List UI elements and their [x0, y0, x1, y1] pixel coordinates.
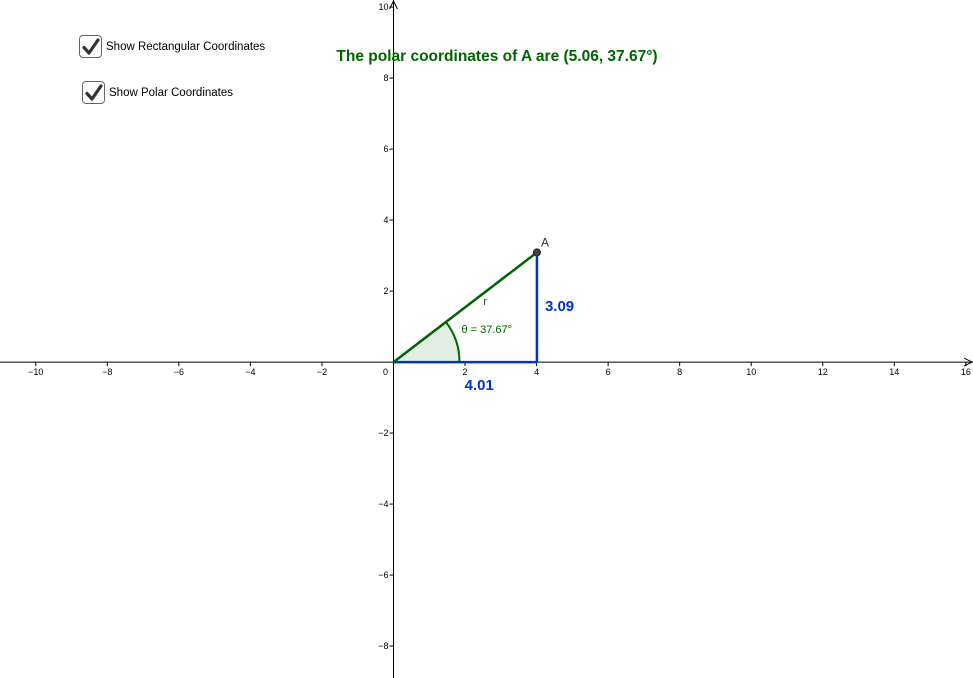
y-tick-label: 10 [378, 2, 388, 12]
show-rectangular-label: Show Rectangular Coordinates [106, 40, 266, 53]
checkbox-box[interactable] [79, 35, 102, 58]
angle-label: θ = 37.67° [461, 324, 512, 336]
y-tick-label: 6 [383, 144, 388, 154]
x-tick-label: 14 [889, 367, 899, 377]
x-tick-label: 0 [383, 367, 388, 377]
x-tick-label: 8 [677, 367, 682, 377]
x-tick-label: 12 [818, 367, 828, 377]
radius-segment [392, 251, 538, 364]
x-tick-label: 6 [606, 367, 611, 377]
y-axis-arrow-icon [389, 0, 398, 10]
checkmark-icon [81, 37, 100, 55]
angle-sector [393, 321, 460, 363]
y-tick-label: 8 [383, 73, 388, 83]
y-tick-label: 4 [383, 215, 388, 225]
x-component-label: 4.01 [465, 377, 494, 394]
x-tick-label: 4 [534, 367, 539, 377]
construction-labels: 4.01 3.09 r θ = 37.67° A The polar coord… [336, 48, 657, 394]
point-a-label: A [541, 235, 549, 249]
x-tick-label: 2 [463, 367, 468, 377]
point-a[interactable] [532, 248, 541, 257]
x-tick-label: −2 [317, 367, 327, 377]
x-tick-label: −10 [28, 367, 43, 377]
angle-arc [444, 321, 461, 363]
y-component-label: 3.09 [545, 298, 574, 315]
y-tick-label: −6 [378, 570, 388, 580]
y-tick-label: −2 [378, 428, 388, 438]
polar-coordinates-text: The polar coordinates of A are (5.06, 37… [336, 48, 657, 65]
construction [392, 248, 541, 364]
checkbox-box[interactable] [82, 81, 105, 104]
x-tick-label: −6 [174, 367, 184, 377]
x-tick-label: −4 [245, 367, 255, 377]
radius-label: r [483, 296, 487, 308]
x-tick-label: 10 [746, 367, 756, 377]
show-polar-checkbox[interactable]: Show Polar Coordinates [82, 81, 233, 104]
y-tick-label: −8 [378, 641, 388, 651]
x-axis-arrow-icon [963, 357, 973, 367]
y-tick-label: −4 [378, 499, 388, 509]
y-tick-label: 2 [383, 286, 388, 296]
x-tick-label: −8 [102, 367, 112, 377]
x-tick-label: 16 [961, 367, 971, 377]
show-polar-label: Show Polar Coordinates [109, 86, 234, 99]
show-rectangular-checkbox[interactable]: Show Rectangular Coordinates [79, 35, 265, 58]
checkmark-icon [84, 83, 103, 101]
